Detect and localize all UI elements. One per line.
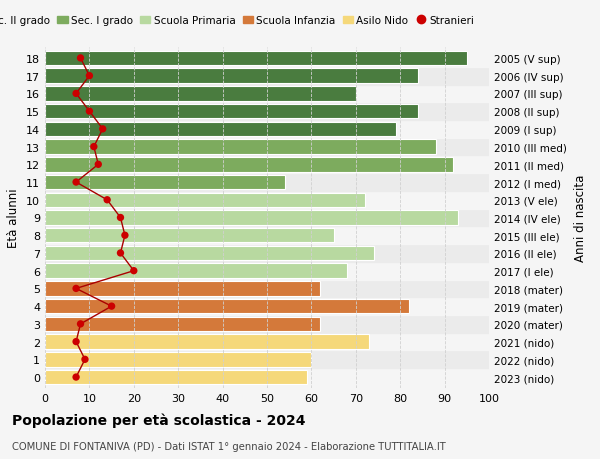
Bar xyxy=(45,103,489,121)
Bar xyxy=(45,315,489,333)
Y-axis label: Anni di nascita: Anni di nascita xyxy=(574,174,587,262)
Point xyxy=(71,338,81,346)
Bar xyxy=(45,280,489,297)
Point xyxy=(103,196,112,204)
Bar xyxy=(45,227,489,245)
Point xyxy=(71,285,81,292)
Point xyxy=(76,320,85,328)
Bar xyxy=(45,209,489,227)
Bar xyxy=(45,121,489,139)
Bar xyxy=(45,139,489,156)
Point xyxy=(71,374,81,381)
Bar xyxy=(45,158,454,172)
Bar xyxy=(45,193,365,207)
Point xyxy=(71,179,81,186)
Bar xyxy=(45,281,320,296)
Text: Popolazione per età scolastica - 2024: Popolazione per età scolastica - 2024 xyxy=(12,413,305,428)
Point xyxy=(120,232,130,240)
Bar xyxy=(45,156,489,174)
Legend: Sec. II grado, Sec. I grado, Scuola Primaria, Scuola Infanzia, Asilo Nido, Stran: Sec. II grado, Sec. I grado, Scuola Prim… xyxy=(0,16,474,26)
Bar xyxy=(45,369,489,386)
Bar xyxy=(45,229,334,243)
Point xyxy=(89,144,98,151)
Bar xyxy=(45,299,409,314)
Bar xyxy=(45,246,374,261)
Bar xyxy=(45,317,320,331)
Point xyxy=(71,90,81,98)
Bar xyxy=(45,50,489,67)
Bar xyxy=(45,67,489,85)
Bar xyxy=(45,122,396,137)
Bar xyxy=(45,262,489,280)
Point xyxy=(80,356,90,363)
Bar xyxy=(45,335,369,349)
Point xyxy=(107,303,116,310)
Bar xyxy=(45,69,418,84)
Point xyxy=(76,55,85,62)
Bar xyxy=(45,333,489,351)
Point xyxy=(94,161,103,168)
Point xyxy=(116,214,125,222)
Bar xyxy=(45,174,489,191)
Bar xyxy=(45,85,489,103)
Bar xyxy=(45,264,347,278)
Bar xyxy=(45,51,467,66)
Bar xyxy=(45,211,458,225)
Bar xyxy=(45,370,307,385)
Bar xyxy=(45,353,311,367)
Bar xyxy=(45,105,418,119)
Point xyxy=(116,250,125,257)
Bar xyxy=(45,245,489,262)
Bar xyxy=(45,191,489,209)
Point xyxy=(129,268,139,275)
Bar xyxy=(45,140,436,155)
Point xyxy=(85,108,94,116)
Bar xyxy=(45,351,489,369)
Point xyxy=(98,126,107,133)
Y-axis label: Età alunni: Età alunni xyxy=(7,188,20,248)
Bar xyxy=(45,297,489,315)
Bar xyxy=(45,175,285,190)
Bar xyxy=(45,87,356,101)
Text: COMUNE DI FONTANIVA (PD) - Dati ISTAT 1° gennaio 2024 - Elaborazione TUTTITALIA.: COMUNE DI FONTANIVA (PD) - Dati ISTAT 1°… xyxy=(12,441,446,451)
Point xyxy=(85,73,94,80)
